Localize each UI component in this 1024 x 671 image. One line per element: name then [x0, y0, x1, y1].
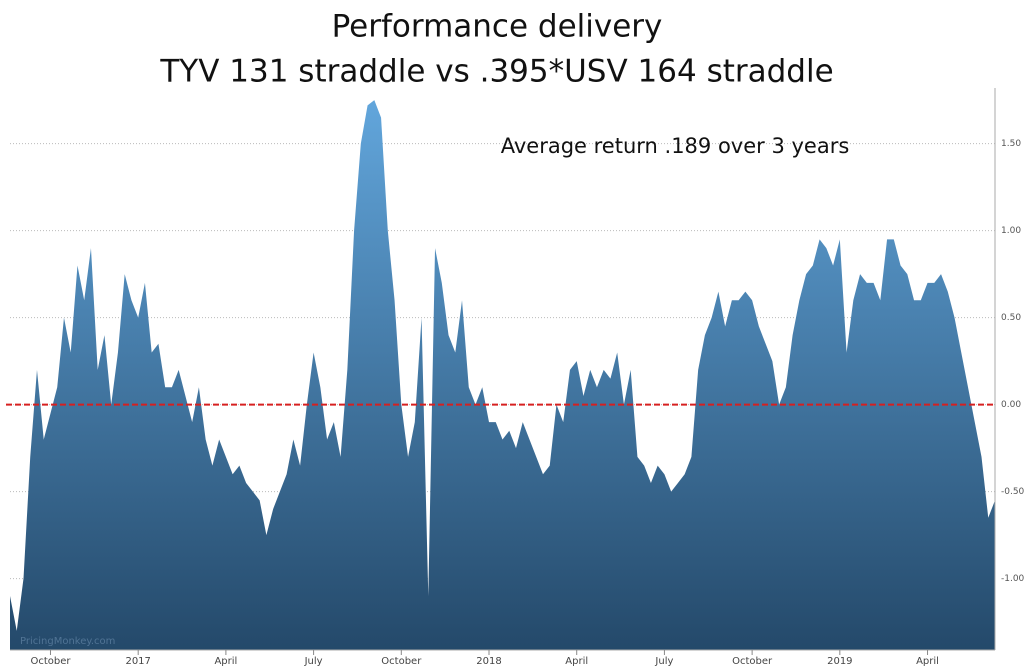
chart-subtitle: TYV 131 straddle vs .395*USV 164 straddl…	[159, 54, 833, 90]
y-tick-label: 1.50	[1001, 139, 1021, 149]
y-tick-label: -0.50	[1001, 487, 1024, 497]
watermark: PricingMonkey.com	[20, 636, 115, 647]
x-tick-label: October	[732, 656, 773, 667]
annotation: Average return .189 over 3 years	[501, 134, 850, 158]
x-tick-label: October	[381, 656, 422, 667]
x-tick-label: April	[916, 656, 939, 667]
y-tick-label: 1.00	[1001, 226, 1021, 236]
y-tick-label: 0.50	[1001, 313, 1021, 323]
area	[10, 100, 995, 650]
x-tick-label: April	[565, 656, 588, 667]
x-tick-label: July	[304, 656, 323, 667]
x-tick-label: 2019	[827, 656, 852, 667]
y-tick-label: 0.00	[1001, 400, 1021, 410]
y-tick-label: -1.00	[1001, 574, 1024, 584]
x-tick-label: October	[30, 656, 71, 667]
x-tick-label: 2017	[125, 656, 150, 667]
chart-title: Performance delivery	[332, 9, 663, 45]
x-tick-label: April	[214, 656, 237, 667]
x-tick-label: July	[654, 656, 673, 667]
x-tick-label: 2018	[476, 656, 501, 667]
